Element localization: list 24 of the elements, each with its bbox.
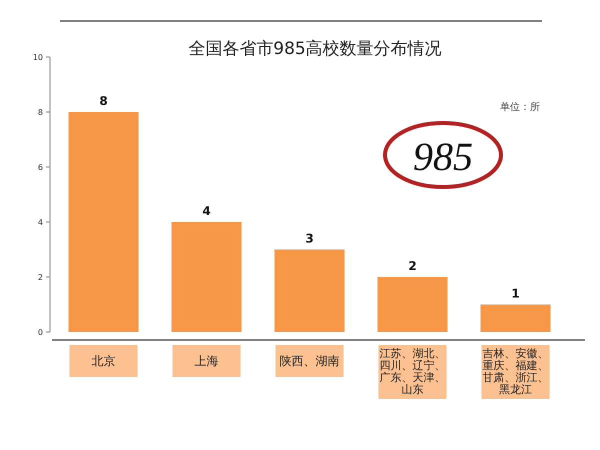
bar [480,304,550,332]
data-label: 3 [305,232,314,246]
x-tick-label: 吉林、安徽、重庆、福建、甘肃、浙江、黑龙江 [482,347,548,396]
annotation: 单位：所 [500,101,540,113]
y-tick-label: 0 [38,328,43,337]
bar [172,222,242,332]
chart-title: 全国各省市985高校数量分布情况 [188,39,442,59]
data-label: 4 [202,204,211,218]
data-label: 1 [511,286,520,300]
y-tick-label: 10 [32,53,43,62]
data-label: 2 [408,259,417,273]
bar [68,112,138,332]
y-tick-label: 2 [38,273,43,282]
x-tick-label: 北京 [92,354,116,368]
annotation: 985 [413,134,473,179]
y-tick-label: 6 [38,163,43,172]
y-tick-label: 4 [38,218,43,227]
y-tick-label: 8 [38,108,43,117]
bar [274,250,344,332]
data-label: 8 [99,94,108,108]
x-tick-label: 江苏、湖北、四川、辽宁、广东、天津、山东 [380,347,446,396]
x-tick-label: 陕西、湖南 [280,354,340,368]
bar [378,277,448,332]
x-tick-label: 上海 [194,354,218,368]
